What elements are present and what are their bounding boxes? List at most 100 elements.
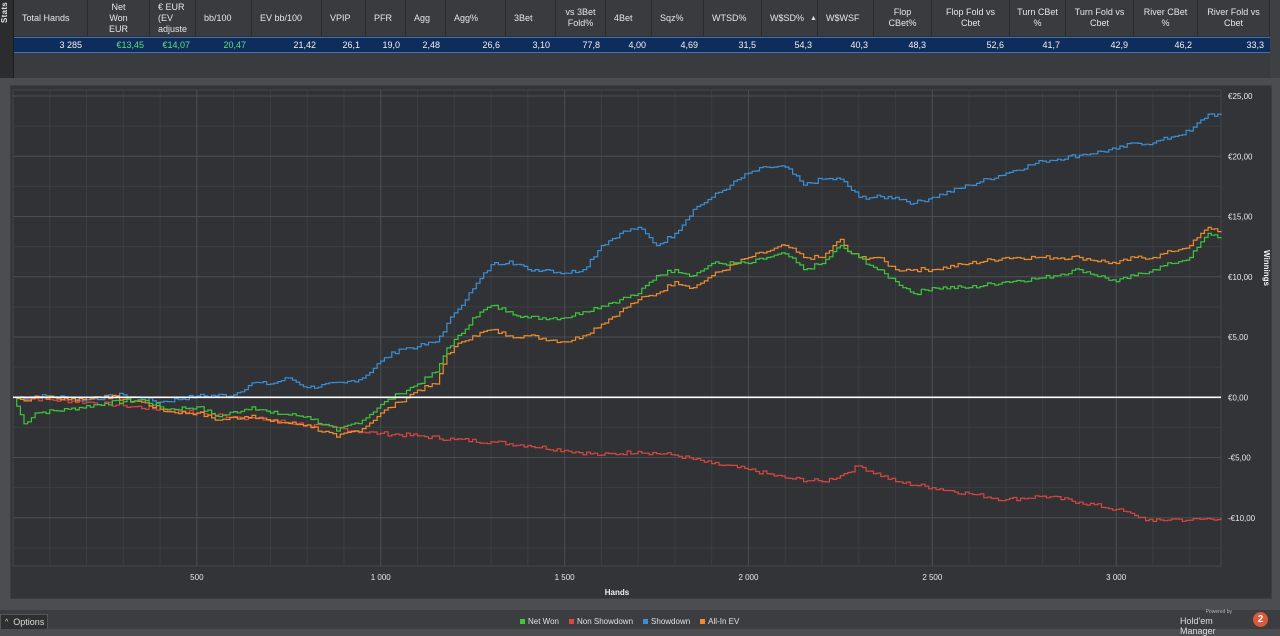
caret-up-icon: ^ [5,618,9,626]
x-axis-label: Hands [605,588,630,597]
legend-swatch [700,618,706,624]
stats-cell: 26,6 [482,40,500,50]
stats-side-tab[interactable]: Stats [0,0,14,78]
stats-cell: 46,2 [1174,40,1192,50]
legend-item[interactable]: Showdown [643,617,690,626]
stats-column-label: River CBet % [1143,7,1188,28]
stats-column-label: Sqz% [660,12,684,23]
stats-column-label: River Fold vs Cbet [1207,7,1260,28]
stats-cell: 2,48 [422,40,440,50]
stats-column-label: Agg% [454,12,479,23]
stats-cell: 40,3 [850,40,868,50]
x-tick-label: 2 000 [738,573,759,582]
legend-item[interactable]: Net Won [520,617,559,626]
stats-column-header[interactable]: W$SD% ▲ [762,0,818,36]
stats-cell: 3,10 [532,40,550,50]
y-tick-label: -€5,00 [1228,454,1251,463]
stats-column-label: VPIP [330,12,351,23]
stats-column-header[interactable]: WTSD% [704,0,762,36]
showdown-series-line [13,113,1222,404]
stats-column-label: 4Bet [614,12,633,23]
stats-column-header[interactable]: Turn Fold vs Cbet [1066,0,1134,36]
stats-column-header[interactable]: 3Bet [506,0,556,36]
legend-swatch [643,618,649,624]
stats-cell: 41,7 [1042,40,1060,50]
stats-column-header[interactable]: Agg [406,0,446,36]
stats-cell: 20,47 [223,40,246,50]
stats-cell: 42,9 [1110,40,1128,50]
stats-column-header[interactable]: W$WSF [818,0,874,36]
stats-cell: 26,1 [342,40,360,50]
stats-table-header: Total Hands Net Won EUR € EUR (EV adjuste b… [14,0,1270,36]
brand-logo: Powered by Hold'em Manager 2 [1180,609,1270,636]
options-button[interactable]: ^ Options [0,614,48,629]
stats-column-header[interactable]: bb/100 [196,0,252,36]
stats-column-label: Net Won EUR [108,1,128,34]
plot-area [12,89,1222,567]
stats-column-header[interactable]: River Fold vs Cbet [1198,0,1270,36]
y-tick-label: €0,00 [1228,393,1249,402]
powered-by-text: Powered by [1205,609,1232,615]
stats-table: Total Hands Net Won EUR € EUR (EV adjuste b… [14,0,1270,78]
stats-cell: €14,07 [162,40,190,50]
stats-cell: 54,3 [794,40,812,50]
stats-column-header[interactable]: Flop CBet% [874,0,932,36]
stats-column-label: Flop Fold vs Cbet [945,7,996,28]
x-tick-label: 3 000 [1106,573,1127,582]
stats-scrollbar[interactable] [1270,0,1280,78]
y-tick-label: €5,00 [1228,333,1249,342]
legend-item[interactable]: Non Showdown [568,617,633,626]
stats-column-label: Flop CBet% [888,7,917,28]
stats-column-label: PFR [374,12,392,23]
bottom-bar [0,610,1280,629]
stats-column-header[interactable]: vs 3Bet Fold% [556,0,606,36]
stats-column-label: Agg [414,12,431,23]
stats-column-header[interactable]: € EUR (EV adjuste [150,0,196,36]
stats-table-row[interactable]: 3 285 €13,45 €14,07 20,47 21,42 26,1 19,0 2,48 2… [14,37,1270,53]
stats-column-label: vs 3Bet Fold% [565,7,596,28]
stats-column-header[interactable]: River CBet % [1134,0,1198,36]
stats-column-header[interactable]: Flop Fold vs Cbet [932,0,1010,36]
stats-column-label: WTSD% [712,12,747,23]
winnings-graph: 500 1 000 1 500 2 000 2 500 3 000 €25,00 €20,00… [12,89,1271,597]
stats-cell: 3 285 [59,40,82,50]
y-axis-label: Winnings [1262,250,1271,286]
stats-column-header[interactable]: VPIP [322,0,366,36]
stats-column-label: W$SD% [770,12,805,23]
stats-cell: 4,00 [628,40,646,50]
stats-cell: €13,45 [116,40,144,50]
stats-column-label: bb/100 [204,12,232,23]
stats-column-label: 3Bet [514,12,533,23]
x-tick-label: 500 [190,573,204,582]
y-tick-label: -€10,00 [1228,514,1256,523]
options-label: Options [13,617,45,627]
stats-column-label: € EUR (EV adjuste [158,1,188,34]
stats-column-header[interactable]: Agg% [446,0,506,36]
stats-column-label: EV bb/100 [260,12,303,23]
all-in-ev-series-line [13,226,1222,438]
x-tick-label: 2 500 [922,573,943,582]
stats-column-header[interactable]: Turn CBet % [1010,0,1066,36]
y-tick-label: €25,00 [1228,92,1253,101]
stats-column-header[interactable]: Net Won EUR [88,0,150,36]
stats-cell: 48,3 [908,40,926,50]
stats-cell: 21,42 [293,40,316,50]
legend-swatch [520,618,525,624]
stats-table-empty-area [14,53,1270,78]
legend-label: Net Won [528,616,559,626]
graph-legend: Net Won Non Showdown Showdown All-In EV [520,614,739,628]
brand-badge-icon: 2 [1253,612,1268,627]
stats-column-header[interactable]: EV bb/100 [252,0,322,36]
stats-column-header[interactable]: Total Hands [14,0,88,36]
stats-cell: 31,5 [738,40,756,50]
stats-column-label: Turn Fold vs Cbet [1074,7,1125,28]
stats-column-header[interactable]: Sqz% [652,0,704,36]
stats-column-header[interactable]: PFR [366,0,406,36]
stats-column-header[interactable]: 4Bet [606,0,652,36]
stats-cell: 77,8 [582,40,600,50]
stats-cell: 33,3 [1246,40,1264,50]
legend-swatch [568,618,574,624]
legend-item[interactable]: All-In EV [700,617,739,626]
brand-name: Hold'em Manager [1180,616,1216,636]
sort-ascending-icon: ▲ [810,14,817,22]
